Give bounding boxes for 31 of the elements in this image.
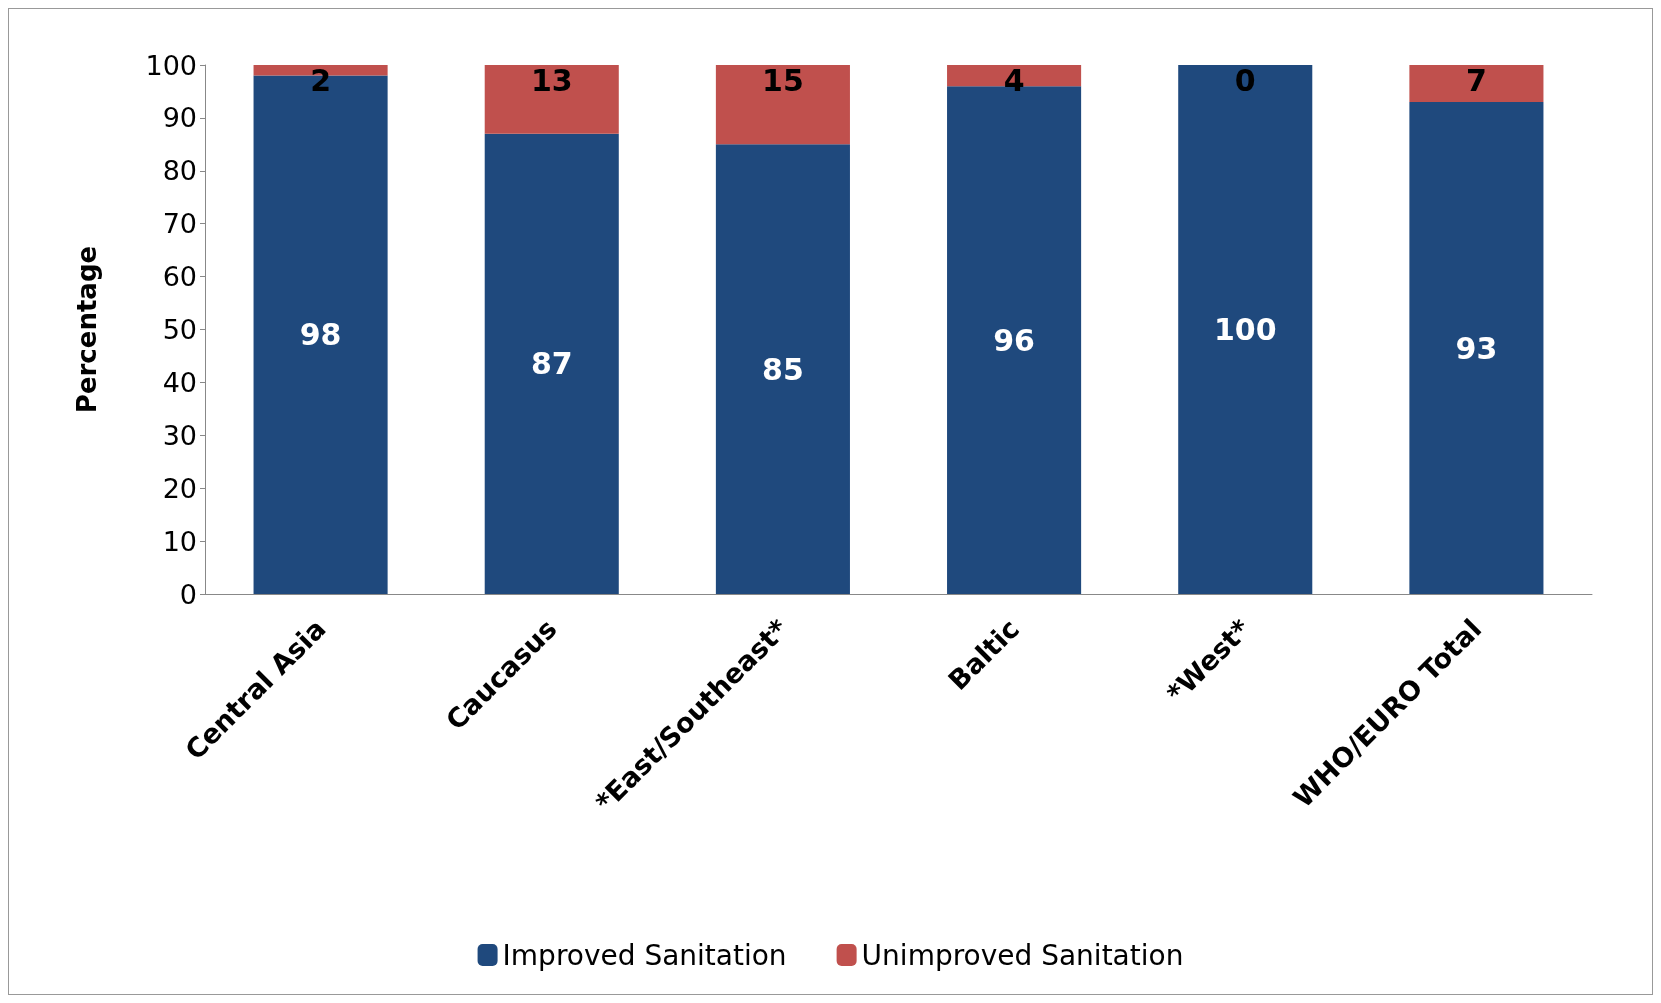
y-tick-label: 30	[162, 419, 197, 451]
data-label: 85	[762, 351, 804, 387]
data-label: 0	[1234, 62, 1256, 98]
data-label: 98	[299, 317, 342, 353]
legend-label: Unimproved Sanitation	[861, 938, 1184, 972]
y-tick-label: 0	[179, 578, 197, 610]
bar	[484, 65, 619, 134]
y-tick-label: 40	[162, 366, 197, 398]
data-label: 15	[762, 62, 804, 98]
bar	[1409, 65, 1544, 103]
y-tick-label: 60	[162, 261, 197, 293]
bar	[715, 144, 850, 594]
y-tick-label: 10	[162, 525, 197, 557]
y-tick-label: 80	[162, 155, 197, 187]
bar	[1409, 102, 1544, 594]
legend-label: Improved Sanitation	[502, 938, 787, 972]
data-label: 7	[1465, 62, 1487, 98]
data-label: 13	[530, 62, 573, 98]
y-tick-label: 70	[162, 208, 197, 240]
y-axis-title: Percentage	[72, 245, 102, 414]
bar	[715, 65, 850, 145]
y-tick-label: 90	[162, 102, 197, 134]
y-tick-label: 20	[162, 472, 197, 504]
bar	[1178, 65, 1313, 594]
data-label: 100	[1213, 312, 1277, 347]
data-label: 87	[530, 346, 573, 382]
data-label: 93	[1455, 330, 1498, 366]
y-tick-label: 50	[162, 314, 197, 345]
bar	[484, 133, 619, 594]
data-label: 96	[993, 322, 1035, 358]
y-tick-label: 100	[145, 49, 197, 81]
